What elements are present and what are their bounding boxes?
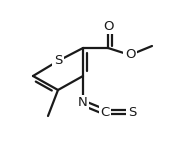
Text: C: C: [100, 106, 110, 118]
Text: S: S: [128, 106, 136, 118]
Text: N: N: [78, 97, 88, 109]
Text: O: O: [103, 19, 113, 33]
Text: S: S: [54, 55, 62, 67]
Text: O: O: [125, 49, 135, 61]
